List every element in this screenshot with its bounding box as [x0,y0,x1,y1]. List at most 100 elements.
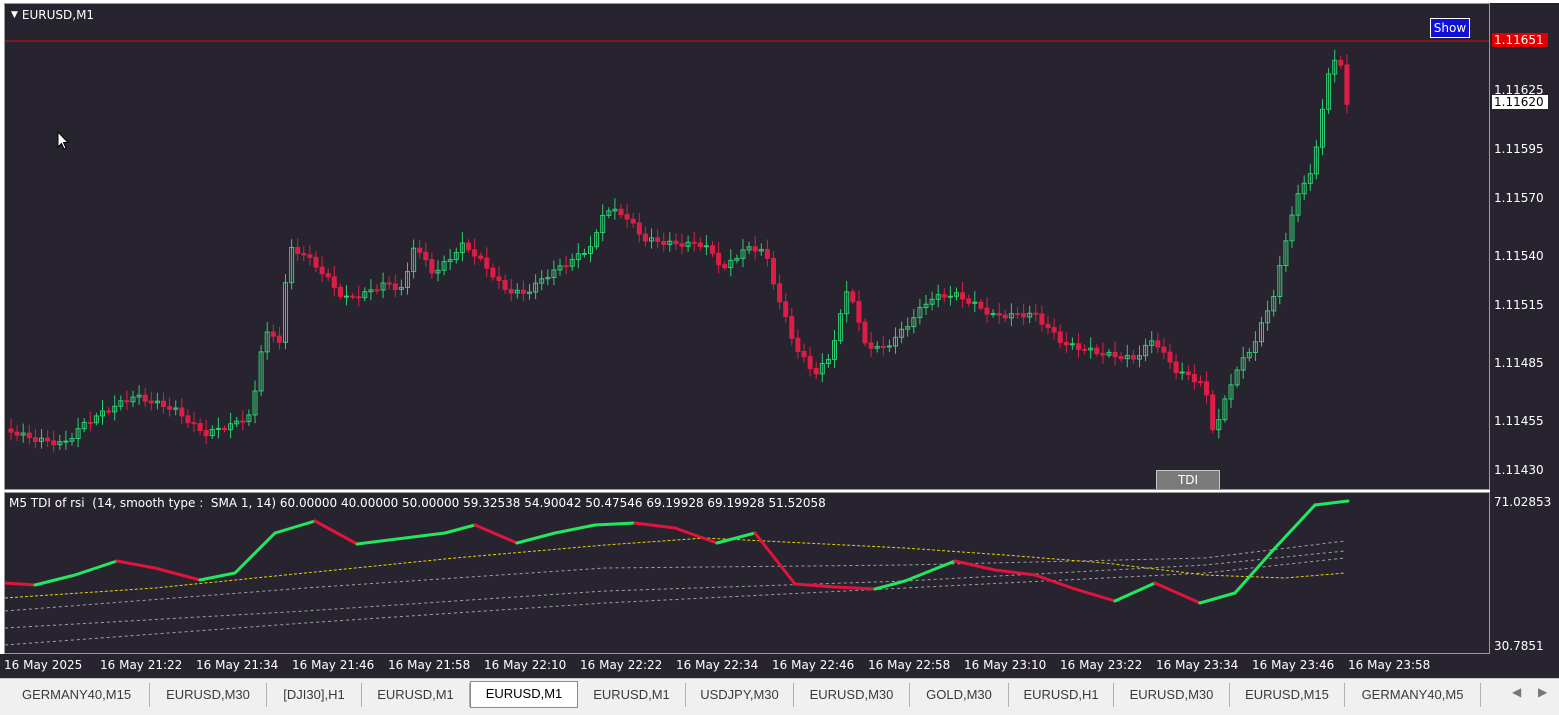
tab-eurusd-m30[interactable]: EURUSD,M30 [794,683,910,707]
tab-eurusd-m30[interactable]: EURUSD,M30 [150,683,267,707]
price-chart-pane[interactable]: ▼ EURUSD,M1 Show TDI [4,3,1490,490]
candlestick-series [5,40,1489,453]
rsi-price-line [313,519,359,546]
candle-body [136,394,142,398]
tab-usdjpy-m30[interactable]: USDJPY,M30 [686,683,794,707]
candle-body [527,291,532,294]
rsi-price-line [993,568,1037,577]
candle-body [600,214,606,234]
candle-body [734,257,740,261]
candle-body [752,246,758,252]
candle-body [716,252,722,266]
candle-body [1094,347,1100,355]
candle-body [1045,323,1051,329]
tdi-button[interactable]: TDI [1156,470,1220,489]
time-label: 16 May 23:46 [1252,658,1335,672]
indicator-scale-min: 30.7851 [1494,639,1544,653]
candle-body [520,289,526,294]
candle-body [405,271,410,288]
rsi-price-line [1113,581,1157,603]
candle-body [569,259,575,267]
tab-eurusd-m15[interactable]: EURUSD,M15 [1230,683,1345,707]
candle-body [20,432,26,436]
candle-body [606,210,612,216]
candle-body [484,257,490,269]
candle-body [685,241,691,247]
candle-body [893,336,898,347]
price-tick: 1.11485 [1494,356,1544,370]
candle-body [1313,146,1319,175]
candle-body [838,313,844,342]
candle-body [1106,351,1112,356]
candle-body [398,286,404,290]
tab-scroll-right-icon[interactable]: ▶ [1538,685,1548,699]
candle-body [26,432,32,439]
candle-body [374,289,380,292]
tab-germany40-m15[interactable]: GERMANY40,M15 [4,683,150,707]
indicator-label: M5 TDI of rsi (14, smooth type : SMA 1, … [9,496,826,510]
tab-eurusd-m1-active[interactable]: EURUSD,M1 [470,681,578,708]
tab-eurusd-m1[interactable]: EURUSD,M1 [578,683,686,707]
candle-body [1265,310,1271,324]
candle-body [1167,351,1173,363]
price-scale[interactable]: 1.11651 1.11625 1.11620 1.11595 1.11570 … [1490,3,1559,654]
candle-body [1326,73,1332,110]
show-button[interactable]: Show [1430,18,1470,38]
tab-scroll-left-icon[interactable]: ◀ [1512,685,1522,699]
candle-body [673,240,679,245]
rsi-price-line [953,559,997,572]
candle-body [1307,173,1313,184]
rsi-price-line [1033,573,1077,591]
candle-body [1295,193,1301,216]
candle-body [1112,351,1118,358]
candle-body [325,273,331,278]
candle-body [1130,355,1136,360]
candle-body [112,405,118,413]
candle-body [392,283,398,290]
price-tick: 1.11515 [1494,298,1544,312]
tab-gold-m30[interactable]: GOLD,M30 [910,683,1009,707]
candle-body [1063,341,1069,346]
candle-body [130,396,136,403]
rsi-price-line [833,585,877,591]
candle-body [1118,356,1124,360]
candle-body [1143,344,1149,357]
volatility-band [5,540,1346,612]
candle-body [850,291,856,303]
candle-body [100,410,105,417]
candle-body [935,294,941,300]
candle-body [539,278,545,284]
candle-body [612,208,618,212]
candle-body [1057,331,1063,343]
candle-body [380,282,386,291]
tdi-indicator-pane[interactable]: M5 TDI of rsi (14, smooth type : SMA 1, … [4,492,1490,654]
candle-body [697,242,703,247]
tab-dji30-h1[interactable]: [DJI30],H1 [267,683,362,707]
candle-body [886,345,892,348]
candle-body [301,253,307,256]
dropdown-triangle-icon[interactable]: ▼ [11,10,18,20]
candle-body [618,208,624,216]
candle-body [1088,347,1094,351]
current-price-marker: 1.11620 [1492,95,1548,109]
candle-body [1069,343,1075,346]
candle-body [1076,343,1081,350]
candle-body [283,282,288,343]
candle-body [179,407,185,417]
tab-germany40-m5[interactable]: GERMANY40,M5 [1345,683,1481,707]
chart-title[interactable]: ▼ EURUSD,M1 [11,8,94,22]
candle-body [39,437,44,442]
candle-body [148,400,154,404]
candle-body [173,407,179,410]
tab-eurusd-h1[interactable]: EURUSD,H1 [1009,683,1114,707]
candle-body [490,267,496,278]
candle-body [1021,313,1027,318]
tab-eurusd-m30[interactable]: EURUSD,M30 [1114,683,1230,707]
price-tick: 1.11625 [1494,83,1544,97]
time-axis[interactable]: 16 May 2025 16 May 21:22 16 May 21:34 16… [0,654,1559,678]
candle-body [93,415,99,424]
candle-body [209,428,215,437]
tab-eurusd-m1[interactable]: EURUSD,M1 [362,683,470,707]
candle-body [508,288,514,294]
time-label: 16 May 22:10 [484,658,567,672]
